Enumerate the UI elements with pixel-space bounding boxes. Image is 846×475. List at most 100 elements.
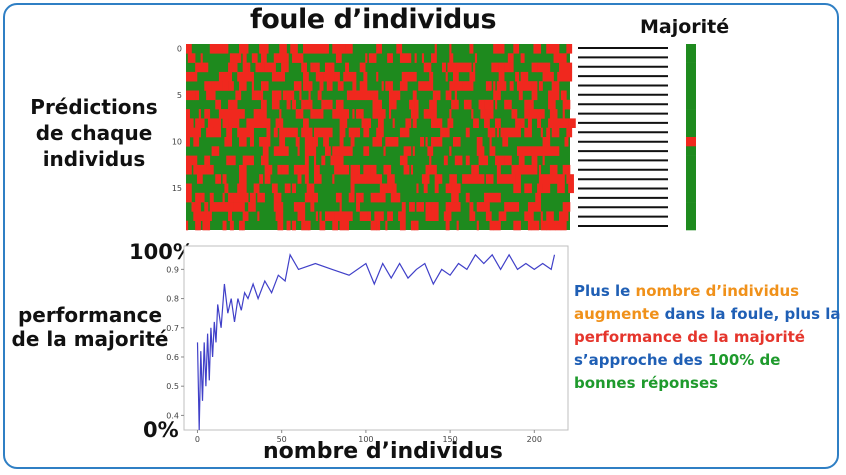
wrong-cell [339, 44, 346, 54]
wrong-cell [226, 109, 233, 119]
wrong-cell [471, 164, 474, 175]
wrong-cell [293, 202, 298, 212]
wrong-cell [378, 118, 384, 128]
wrong-cell [352, 109, 355, 119]
wrong-cell [368, 53, 377, 63]
wrong-cell [264, 62, 267, 73]
wrong-cell [213, 81, 216, 91]
wrong-cell [496, 127, 499, 138]
heatmap-row-ticks: 0 5 10 15 [172, 45, 182, 194]
wrong-cell [551, 90, 560, 101]
wrong-cell [356, 202, 361, 212]
wrong-cell [281, 62, 287, 73]
wrong-cell [431, 118, 439, 128]
wrong-cell [335, 44, 340, 54]
wrong-cell [222, 44, 229, 54]
wrong-cell [553, 118, 562, 128]
wrong-cell [350, 174, 359, 184]
x-tick-label: 200 [527, 435, 542, 444]
wrong-cell [206, 211, 209, 221]
wrong-cell [207, 211, 212, 221]
wrong-cell [196, 118, 205, 128]
wrong-cell [427, 211, 430, 221]
heatmap-tick-label: 15 [172, 184, 182, 193]
wrong-cell [359, 211, 362, 221]
wrong-cell [376, 220, 381, 231]
wrong-cell [434, 211, 439, 221]
wrong-cell [425, 164, 434, 175]
wrong-cell [339, 109, 348, 119]
wrong-cell [357, 127, 361, 138]
wrong-cell [546, 220, 551, 231]
wrong-cell [326, 71, 335, 82]
wrong-cell [186, 192, 192, 203]
wrong-cell [339, 220, 348, 231]
wrong-cell [557, 127, 560, 138]
majority-cell [686, 99, 696, 110]
wrong-cell [242, 62, 249, 73]
wrong-cell [531, 146, 536, 156]
wrong-cell [546, 62, 551, 73]
wrong-cell [343, 211, 351, 221]
vote-lines [578, 47, 668, 227]
wrong-cell [255, 62, 262, 73]
wrong-cell [407, 53, 410, 63]
wrong-cell [498, 71, 505, 82]
wrong-cell [326, 127, 333, 138]
wrong-cell [557, 71, 565, 82]
wrong-cell [328, 81, 333, 91]
wrong-cell [379, 99, 382, 110]
wrong-cell [297, 164, 302, 175]
wrong-cell [268, 62, 276, 73]
wrong-cell [222, 220, 227, 231]
wrong-cell [337, 155, 344, 166]
wrong-cell [425, 137, 428, 147]
wrong-cell [418, 81, 425, 91]
wrong-cell [359, 81, 368, 91]
wrong-cell [257, 211, 260, 221]
wrong-cell [334, 164, 342, 175]
wrong-cell [186, 164, 192, 175]
wrong-cell [456, 220, 459, 231]
wrong-cell [281, 164, 289, 175]
wrong-cell [432, 202, 439, 212]
wrong-cell [405, 127, 410, 138]
majority-cell [686, 146, 696, 156]
wrong-cell [447, 62, 450, 73]
wrong-cell [268, 174, 271, 184]
wrong-cell [518, 90, 523, 101]
wrong-cell [193, 211, 200, 221]
wrong-cell [195, 62, 198, 73]
wrong-cell [186, 71, 192, 82]
wrong-cell [423, 81, 426, 91]
wrong-cell [533, 202, 542, 212]
wrong-cell [489, 192, 498, 203]
wrong-cell [293, 164, 298, 175]
wrong-cell [292, 183, 297, 194]
wrong-cell [474, 53, 478, 63]
wrong-cell [489, 137, 492, 147]
wrong-cell [239, 137, 247, 147]
wrong-cell [356, 192, 364, 203]
wrong-cell [242, 155, 247, 166]
x-tick-label: 50 [277, 435, 287, 444]
wrong-cell [303, 71, 309, 82]
wrong-cell [562, 99, 571, 110]
wrong-cell [198, 164, 207, 175]
wrong-cell [321, 155, 326, 166]
wrong-cell [292, 99, 295, 110]
wrong-cell [279, 71, 286, 82]
wrong-cell [449, 81, 456, 91]
wrong-cell [237, 109, 245, 119]
majority-cell [686, 174, 696, 184]
wrong-cell [306, 183, 315, 194]
wrong-cell [546, 174, 551, 184]
wrong-cell [213, 90, 216, 101]
wrong-cell [357, 164, 361, 175]
wrong-cell [323, 137, 329, 147]
wrong-cell [279, 127, 287, 138]
wrong-cell [266, 44, 269, 54]
wrong-cell [469, 71, 476, 82]
wrong-cell [403, 164, 408, 175]
